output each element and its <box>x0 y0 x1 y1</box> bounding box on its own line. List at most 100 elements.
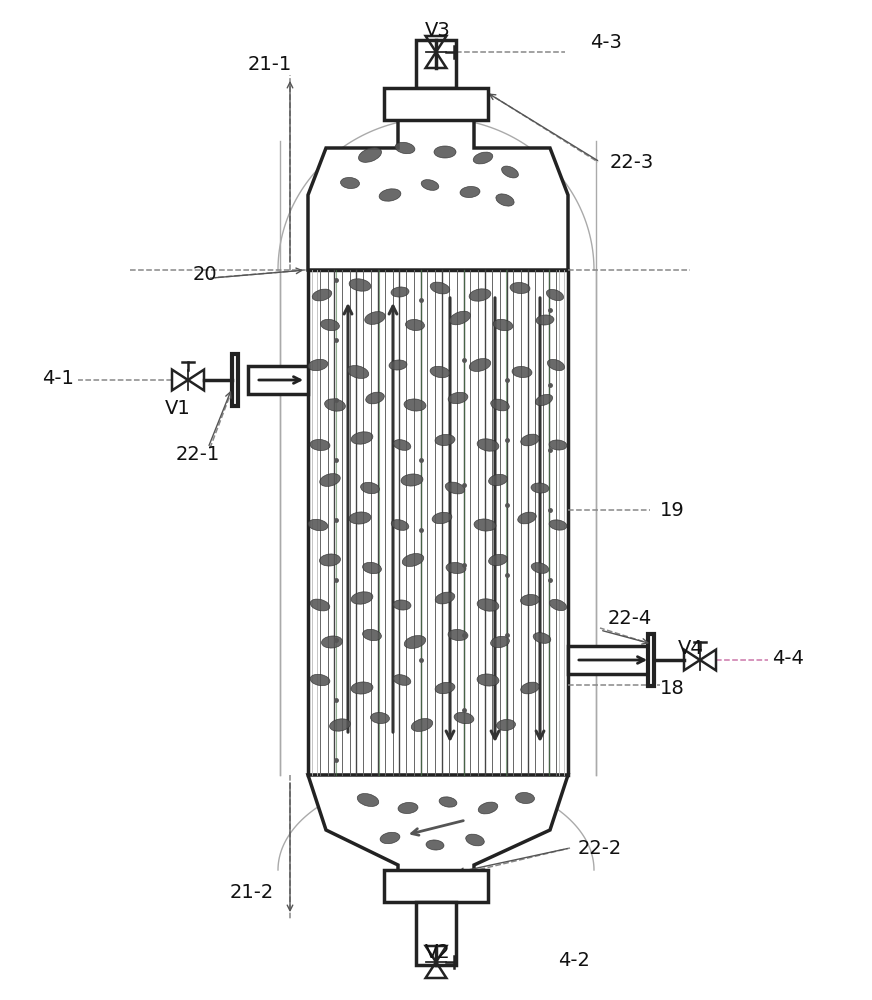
Ellipse shape <box>379 189 401 201</box>
Ellipse shape <box>477 439 499 451</box>
Text: 21-2: 21-2 <box>230 882 274 902</box>
Bar <box>416 40 456 88</box>
Text: 20: 20 <box>193 265 217 284</box>
Ellipse shape <box>312 289 331 301</box>
Text: 22-4: 22-4 <box>608 608 652 628</box>
Ellipse shape <box>364 312 385 324</box>
Ellipse shape <box>536 315 554 325</box>
Ellipse shape <box>310 439 330 451</box>
Bar <box>568 646 648 674</box>
Ellipse shape <box>430 366 450 378</box>
Text: 21-1: 21-1 <box>248 55 292 75</box>
Ellipse shape <box>421 180 439 190</box>
Ellipse shape <box>395 142 415 154</box>
Ellipse shape <box>488 554 508 566</box>
Ellipse shape <box>310 674 330 686</box>
Ellipse shape <box>533 633 551 643</box>
Bar <box>384 88 488 120</box>
Text: V4: V4 <box>678 639 704 658</box>
Ellipse shape <box>448 629 468 641</box>
Text: 4-3: 4-3 <box>590 32 622 51</box>
Ellipse shape <box>351 592 373 604</box>
Text: 18: 18 <box>660 678 685 698</box>
Text: 22-3: 22-3 <box>610 152 654 172</box>
Ellipse shape <box>469 289 491 301</box>
Ellipse shape <box>341 177 359 189</box>
Ellipse shape <box>477 599 499 611</box>
Ellipse shape <box>531 483 549 493</box>
Ellipse shape <box>351 432 373 444</box>
Ellipse shape <box>358 794 378 806</box>
Ellipse shape <box>491 399 509 411</box>
Text: 4-2: 4-2 <box>558 950 589 970</box>
Ellipse shape <box>349 279 371 291</box>
Ellipse shape <box>430 282 450 294</box>
Ellipse shape <box>405 636 426 648</box>
Ellipse shape <box>392 520 409 530</box>
Ellipse shape <box>439 797 457 807</box>
Ellipse shape <box>310 599 330 611</box>
Ellipse shape <box>510 282 530 294</box>
Ellipse shape <box>393 600 411 610</box>
Ellipse shape <box>512 366 532 378</box>
Text: 4-4: 4-4 <box>772 648 804 668</box>
Ellipse shape <box>351 682 373 694</box>
Ellipse shape <box>488 474 508 486</box>
Ellipse shape <box>549 440 567 450</box>
Ellipse shape <box>496 194 514 206</box>
Ellipse shape <box>518 512 536 524</box>
Ellipse shape <box>435 682 455 694</box>
Ellipse shape <box>435 434 455 446</box>
Ellipse shape <box>501 166 519 178</box>
Polygon shape <box>308 118 568 270</box>
Ellipse shape <box>531 563 548 573</box>
Ellipse shape <box>361 482 379 494</box>
Ellipse shape <box>322 636 343 648</box>
Ellipse shape <box>324 399 345 411</box>
Ellipse shape <box>365 392 385 404</box>
Ellipse shape <box>433 512 452 524</box>
Ellipse shape <box>404 399 426 411</box>
Ellipse shape <box>358 148 381 162</box>
Bar <box>248 366 308 394</box>
Ellipse shape <box>474 519 496 531</box>
Ellipse shape <box>380 832 400 844</box>
Ellipse shape <box>496 719 515 731</box>
Ellipse shape <box>454 712 473 724</box>
Ellipse shape <box>320 474 340 486</box>
Ellipse shape <box>515 792 535 804</box>
Bar <box>384 870 488 902</box>
Ellipse shape <box>477 674 499 686</box>
Ellipse shape <box>308 519 328 531</box>
Ellipse shape <box>402 554 424 566</box>
Ellipse shape <box>446 562 466 574</box>
Text: V1: V1 <box>165 398 191 418</box>
Text: 22-2: 22-2 <box>578 838 623 857</box>
Ellipse shape <box>347 366 369 378</box>
Ellipse shape <box>478 802 498 814</box>
Ellipse shape <box>330 719 351 731</box>
Ellipse shape <box>321 319 339 331</box>
Ellipse shape <box>466 834 484 846</box>
Ellipse shape <box>426 840 444 850</box>
Ellipse shape <box>434 146 456 158</box>
Ellipse shape <box>319 554 340 566</box>
Ellipse shape <box>401 474 423 486</box>
Ellipse shape <box>521 594 540 606</box>
Ellipse shape <box>446 482 465 494</box>
Ellipse shape <box>547 289 563 301</box>
Ellipse shape <box>363 562 381 574</box>
Ellipse shape <box>521 434 539 446</box>
Ellipse shape <box>389 360 407 370</box>
Ellipse shape <box>363 629 381 641</box>
Ellipse shape <box>398 802 418 814</box>
Ellipse shape <box>549 520 567 530</box>
Text: V3: V3 <box>426 20 451 39</box>
Ellipse shape <box>548 359 565 371</box>
Ellipse shape <box>491 636 509 648</box>
Bar <box>648 634 654 686</box>
Ellipse shape <box>435 592 455 604</box>
Ellipse shape <box>308 359 328 371</box>
Ellipse shape <box>412 719 433 731</box>
Text: V2: V2 <box>426 942 451 962</box>
